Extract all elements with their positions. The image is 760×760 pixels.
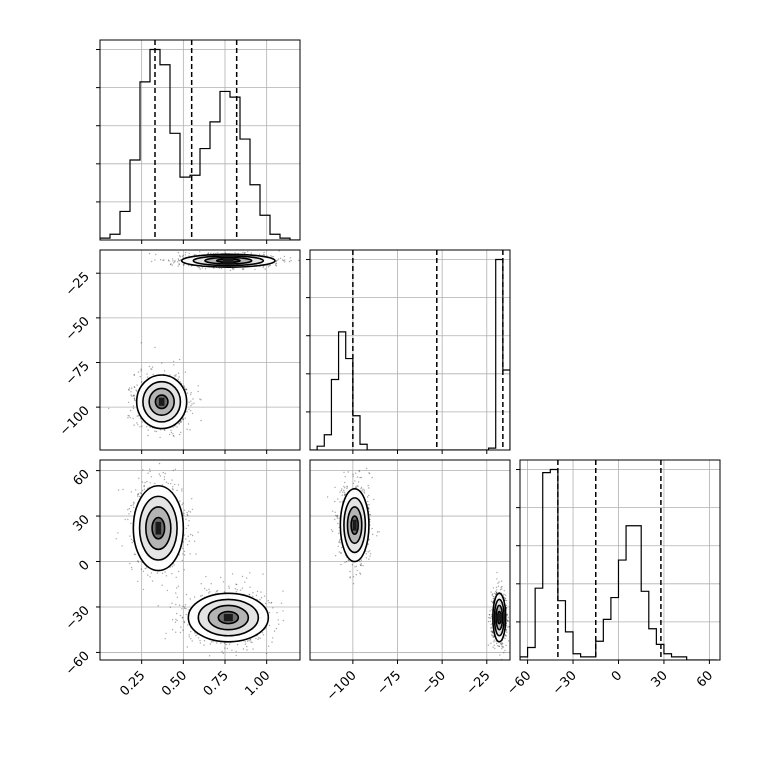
panel-frame bbox=[309, 249, 511, 451]
axes: −100 −75 −50 −25 −60 −30 0 30 60 0.25 0.50 0.75 1.00… bbox=[57, 240, 716, 704]
x-tick-label: −25 bbox=[464, 668, 494, 698]
density-peak bbox=[158, 397, 165, 406]
histogram-step bbox=[520, 468, 717, 660]
x-tick-label: −100 bbox=[324, 668, 360, 704]
density-peak bbox=[497, 613, 502, 622]
x-tick-label: −60 bbox=[504, 668, 534, 698]
x-tick-label: 0.50 bbox=[159, 668, 190, 699]
x-tick-label: 60 bbox=[694, 668, 716, 690]
density-panel-0-1 bbox=[99, 249, 301, 451]
histogram-step bbox=[310, 258, 510, 450]
y-tick-label: 60 bbox=[71, 467, 93, 489]
y-tick-label: −60 bbox=[63, 649, 93, 679]
x-tick-label: 0.25 bbox=[117, 668, 148, 699]
density-peak bbox=[352, 519, 357, 531]
x-tick-label: 0 bbox=[609, 668, 625, 684]
y-tick-label: 30 bbox=[71, 512, 93, 534]
density-peak bbox=[223, 258, 234, 263]
hist-panel-0 bbox=[96, 39, 301, 241]
hist-panel-1 bbox=[306, 249, 511, 451]
histogram-step bbox=[100, 48, 300, 240]
y-tick-label: −100 bbox=[57, 403, 93, 439]
panel-frame bbox=[99, 459, 301, 661]
y-tick-label: −75 bbox=[63, 359, 93, 389]
y-tick-label: −50 bbox=[63, 314, 93, 344]
x-tick-label: 1.00 bbox=[242, 668, 273, 699]
panel-frame bbox=[99, 39, 301, 241]
density-peak bbox=[155, 521, 162, 535]
y-tick-label: −25 bbox=[63, 269, 93, 299]
y-tick-label: −30 bbox=[63, 603, 93, 633]
panel-frame bbox=[309, 459, 511, 661]
density-peak bbox=[223, 613, 233, 622]
x-tick-label: −75 bbox=[374, 668, 404, 698]
hist-panel-2 bbox=[516, 459, 721, 661]
x-tick-label: 30 bbox=[648, 668, 670, 690]
x-tick-label: −50 bbox=[419, 668, 449, 698]
x-tick-label: 0.75 bbox=[201, 668, 232, 699]
y-tick-label: 0 bbox=[76, 558, 92, 574]
x-tick-label: −30 bbox=[550, 668, 580, 698]
panel-frame bbox=[99, 249, 301, 451]
panel-frame bbox=[519, 459, 721, 661]
density-panel-1-2 bbox=[309, 459, 511, 661]
density-panel-0-2 bbox=[99, 459, 301, 661]
